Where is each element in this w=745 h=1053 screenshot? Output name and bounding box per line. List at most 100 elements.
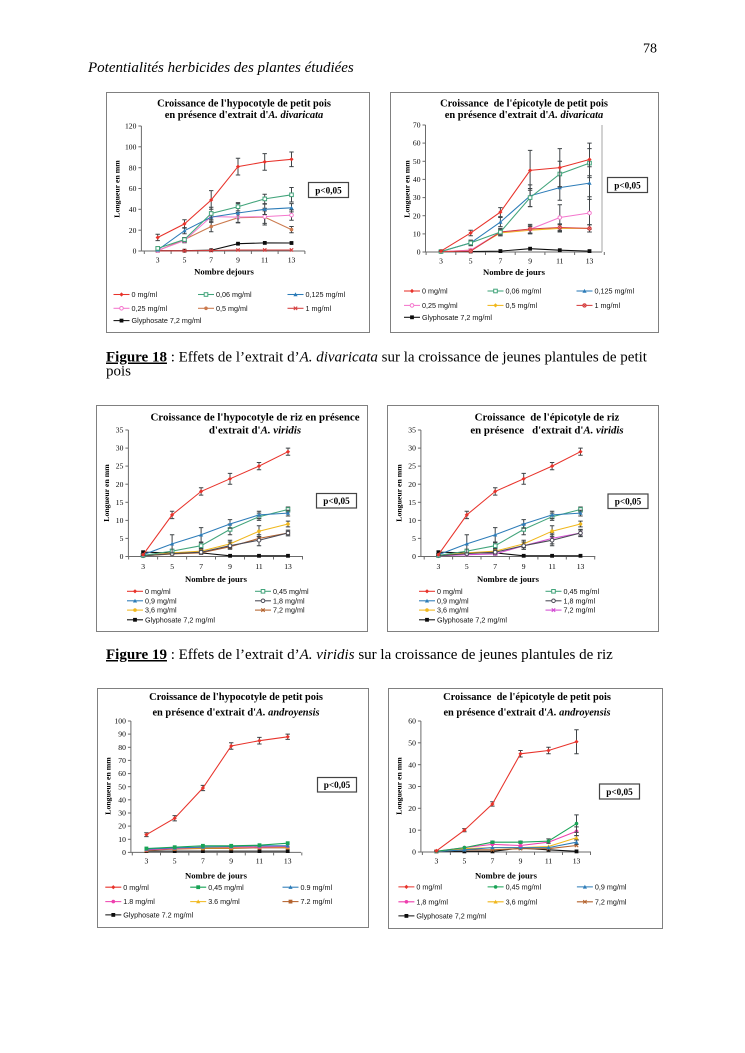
- svg-text:11: 11: [556, 257, 564, 266]
- svg-text:100: 100: [115, 717, 127, 726]
- svg-text:78: 78: [643, 42, 657, 57]
- svg-text:p<0,05: p<0,05: [615, 497, 642, 507]
- svg-text:3: 3: [141, 562, 145, 571]
- svg-text:Nombre de jours: Nombre de jours: [477, 574, 540, 584]
- svg-text:Longueur en mm: Longueur en mm: [104, 757, 113, 815]
- svg-text:Nombre dejours: Nombre dejours: [194, 267, 254, 277]
- svg-text:3: 3: [437, 562, 441, 571]
- svg-text:60: 60: [129, 184, 137, 193]
- svg-text:20: 20: [129, 226, 137, 235]
- svg-text:7,2 mg/ml: 7,2 mg/ml: [564, 606, 596, 615]
- svg-text:11: 11: [545, 857, 553, 866]
- svg-text:en présence d'extrait d'A. div: en présence d'extrait d'A. divaricata: [445, 110, 603, 121]
- svg-text:25: 25: [408, 462, 416, 471]
- svg-text:20: 20: [116, 480, 124, 489]
- svg-text:9: 9: [522, 562, 526, 571]
- svg-text:20: 20: [118, 822, 126, 831]
- svg-text:1,8 mg/ml: 1,8 mg/ml: [564, 596, 596, 605]
- svg-text:5: 5: [465, 562, 469, 571]
- svg-text:50: 50: [413, 157, 421, 166]
- svg-text:0,45 mg/ml: 0,45 mg/ml: [564, 587, 600, 596]
- svg-text:9: 9: [228, 562, 232, 571]
- svg-text:10: 10: [118, 835, 126, 844]
- svg-text:p<0,05: p<0,05: [614, 180, 641, 190]
- svg-text:10: 10: [408, 826, 416, 835]
- svg-text:50: 50: [118, 782, 126, 791]
- svg-text:7: 7: [491, 857, 495, 866]
- svg-text:13: 13: [284, 857, 292, 866]
- svg-text:60: 60: [408, 717, 416, 726]
- svg-text:35: 35: [408, 426, 416, 435]
- svg-text:1,8 mg/ml: 1,8 mg/ml: [273, 596, 305, 605]
- svg-text:Nombre de jours: Nombre de jours: [185, 871, 248, 881]
- svg-text:7,2 mg/ml: 7,2 mg/ml: [273, 606, 305, 615]
- svg-text:5: 5: [183, 256, 187, 265]
- svg-text:0,125 mg/ml: 0,125 mg/ml: [595, 287, 635, 296]
- svg-text:11: 11: [261, 256, 269, 265]
- svg-text:1,8 mg/ml: 1,8 mg/ml: [416, 897, 448, 906]
- svg-text:0 mg/ml: 0 mg/ml: [145, 587, 171, 596]
- svg-text:Longueur en mm: Longueur en mm: [403, 160, 412, 218]
- svg-text:3: 3: [435, 857, 439, 866]
- svg-text:7.2 mg/ml: 7.2 mg/ml: [301, 897, 333, 906]
- svg-text:120: 120: [125, 122, 137, 131]
- svg-text:5: 5: [469, 257, 473, 266]
- svg-text:0,25 mg/ml: 0,25 mg/ml: [422, 301, 458, 310]
- svg-text:70: 70: [413, 121, 421, 130]
- svg-text:pois: pois: [106, 364, 131, 380]
- svg-text:11: 11: [548, 562, 556, 571]
- svg-text:Nombre de jours: Nombre de jours: [475, 871, 538, 881]
- svg-text:11: 11: [255, 562, 263, 571]
- svg-text:20: 20: [413, 211, 421, 220]
- svg-text:Glyphosate 7,2 mg/ml: Glyphosate 7,2 mg/ml: [132, 316, 202, 325]
- svg-text:3,6 mg/ml: 3,6 mg/ml: [437, 606, 469, 615]
- svg-text:0: 0: [133, 247, 137, 256]
- svg-text:0,9 mg/ml: 0,9 mg/ml: [595, 883, 627, 892]
- svg-text:1 mg/ml: 1 mg/ml: [306, 304, 332, 313]
- svg-text:40: 40: [118, 795, 126, 804]
- svg-text:0: 0: [417, 248, 421, 257]
- svg-text:90: 90: [118, 730, 126, 739]
- svg-text:30: 30: [408, 782, 416, 791]
- svg-text:0,25 mg/ml: 0,25 mg/ml: [132, 304, 168, 313]
- svg-text:Potentialités herbicides des p: Potentialités herbicides des plantes étu…: [87, 60, 354, 76]
- svg-text:80: 80: [118, 743, 126, 752]
- svg-text:20: 20: [408, 804, 416, 813]
- svg-text:10: 10: [408, 516, 416, 525]
- svg-text:0 mg/ml: 0 mg/ml: [437, 587, 463, 596]
- svg-text:p<0,05: p<0,05: [323, 496, 350, 506]
- svg-text:Glyphosate 7,2 mg/ml: Glyphosate 7,2 mg/ml: [437, 615, 507, 624]
- svg-text:13: 13: [586, 257, 594, 266]
- svg-text:0: 0: [412, 552, 416, 561]
- svg-text:Longueur en mm: Longueur en mm: [395, 464, 404, 522]
- svg-text:5: 5: [463, 857, 467, 866]
- svg-text:3,6 mg/ml: 3,6 mg/ml: [506, 897, 538, 906]
- svg-text:en présence d'extrait d'A. and: en présence d'extrait d'A. androyensis: [152, 707, 319, 718]
- svg-text:Longueur en mm: Longueur en mm: [395, 757, 404, 815]
- svg-text:13: 13: [284, 562, 292, 571]
- svg-text:60: 60: [118, 769, 126, 778]
- svg-text:Croissance de l'hypocotyle de: Croissance de l'hypocotyle de petit pois: [157, 98, 331, 109]
- svg-text:Croissance de l'épicotyle de: Croissance de l'épicotyle de riz: [475, 411, 620, 423]
- svg-text:Glyphosate 7,2 mg/ml: Glyphosate 7,2 mg/ml: [422, 313, 492, 322]
- svg-text:50: 50: [408, 738, 416, 747]
- svg-text:3: 3: [439, 257, 443, 266]
- svg-text:40: 40: [129, 205, 137, 214]
- svg-text:Glyphosate 7,2 mg/ml: Glyphosate 7,2 mg/ml: [145, 615, 215, 624]
- svg-text:0,45 mg/ml: 0,45 mg/ml: [273, 587, 309, 596]
- svg-text:30: 30: [408, 444, 416, 453]
- svg-text:20: 20: [408, 480, 416, 489]
- svg-text:1.8 mg/ml: 1.8 mg/ml: [123, 897, 155, 906]
- svg-text:0,06 mg/ml: 0,06 mg/ml: [216, 290, 252, 299]
- svg-text:5: 5: [120, 534, 124, 543]
- svg-text:3,6 mg/ml: 3,6 mg/ml: [145, 606, 177, 615]
- svg-text:en présence d'extrait d'A. and: en présence d'extrait d'A. androyensis: [443, 707, 610, 718]
- svg-text:5: 5: [173, 857, 177, 866]
- svg-text:25: 25: [116, 462, 124, 471]
- svg-text:13: 13: [288, 256, 296, 265]
- svg-text:70: 70: [118, 756, 126, 765]
- svg-text:13: 13: [577, 562, 585, 571]
- svg-text:7: 7: [199, 562, 203, 571]
- svg-text:40: 40: [413, 175, 421, 184]
- svg-text:3: 3: [145, 857, 149, 866]
